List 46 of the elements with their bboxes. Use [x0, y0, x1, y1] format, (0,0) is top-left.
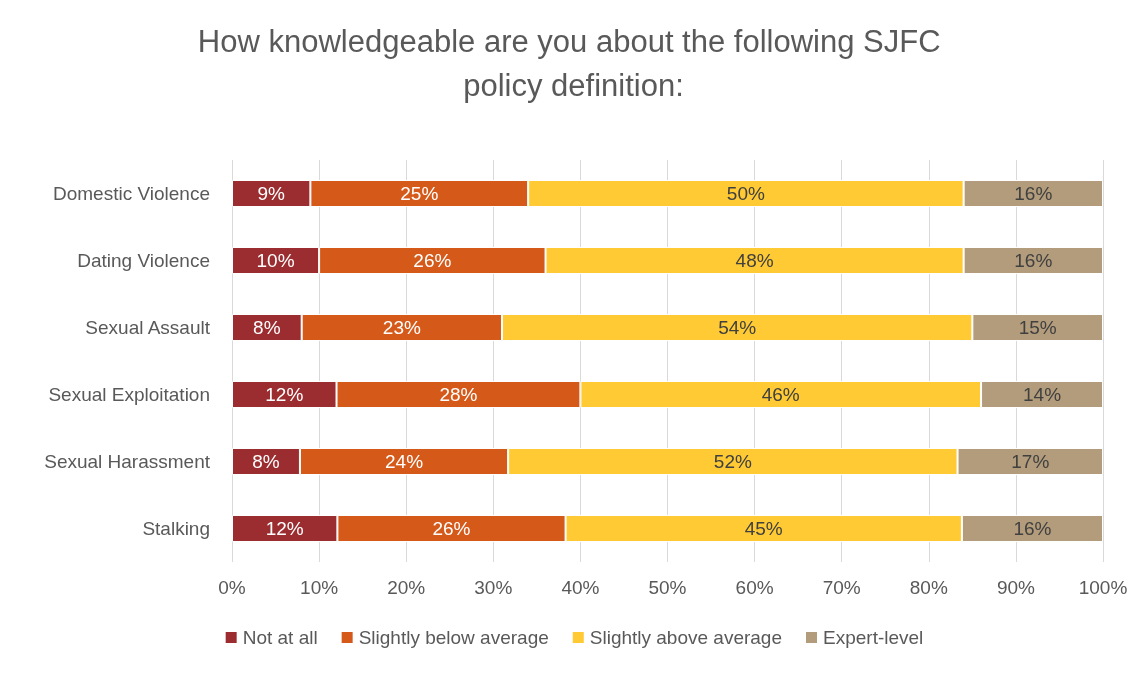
data-label: 12%: [265, 384, 304, 405]
data-label: 17%: [1011, 451, 1050, 472]
y-tick-label: Sexual Assault: [85, 317, 211, 338]
x-tick-label: 80%: [909, 577, 948, 598]
data-label: 15%: [1018, 317, 1057, 338]
data-label: 28%: [439, 384, 478, 405]
data-label: 50%: [726, 183, 766, 204]
data-label: 16%: [1014, 250, 1053, 271]
chart-title: How knowledgeable are you about the following SJFC policy definition:: [197, 23, 950, 103]
data-label: 26%: [432, 518, 471, 539]
data-label: 25%: [400, 183, 439, 204]
data-label: 54%: [718, 317, 757, 338]
x-tick-label: 0%: [218, 577, 246, 598]
data-label: 9%: [257, 183, 286, 204]
data-label: 26%: [413, 250, 452, 271]
data-label: 23%: [382, 317, 421, 338]
x-tick-label: 90%: [996, 577, 1036, 598]
x-tick-label: 10%: [300, 577, 339, 598]
data-label: 45%: [744, 518, 783, 539]
data-label: 52%: [713, 451, 752, 472]
data-label: 48%: [735, 250, 774, 271]
data-label: 16%: [1014, 183, 1053, 204]
y-tick-label: Dating Violence: [77, 250, 210, 271]
legend-label: Slightly above average: [589, 627, 783, 648]
x-tick-label: 60%: [735, 577, 774, 598]
data-label: 14%: [1023, 384, 1062, 405]
legend-label: Expert-level: [823, 627, 924, 648]
data-label: 10%: [256, 250, 295, 271]
x-tick-label: 40%: [561, 577, 600, 598]
x-tick-label: 100%: [1078, 577, 1128, 598]
data-label: 24%: [385, 451, 424, 472]
x-tick-label: 50%: [648, 577, 687, 598]
y-tick-label: Sexual Exploitation: [48, 384, 210, 405]
y-tick-label: Domestic Violence: [52, 183, 210, 204]
legend-label: Not at all: [242, 627, 318, 648]
y-tick-label: Sexual Harassment: [44, 451, 211, 472]
x-tick-label: 20%: [387, 577, 426, 598]
data-label: 12%: [265, 518, 304, 539]
x-tick-label: 30%: [474, 577, 513, 598]
legend-label: Slightly below average: [358, 627, 549, 648]
data-label: 16%: [1013, 518, 1052, 539]
data-label: 8%: [252, 451, 280, 472]
data-label: 46%: [761, 384, 800, 405]
data-label: 8%: [253, 317, 281, 338]
y-tick-label: Stalking: [142, 518, 210, 539]
x-tick-label: 70%: [822, 577, 861, 598]
